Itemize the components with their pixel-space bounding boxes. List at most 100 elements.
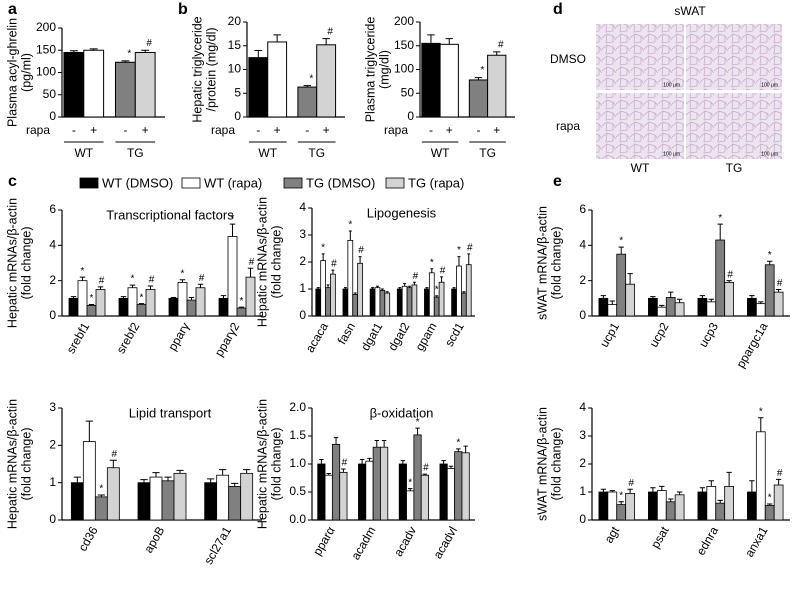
significance-mark: #	[199, 273, 205, 284]
significance-mark: *	[309, 73, 313, 84]
error-bar	[220, 295, 227, 299]
bar	[106, 467, 120, 521]
y-axis-label: Hepatic mRNAs/β-actin	[5, 198, 19, 328]
bar	[240, 472, 254, 521]
y-tick-label: 100	[394, 62, 414, 76]
x-tick-label: acadv	[391, 524, 419, 559]
significance-mark: #	[99, 275, 105, 286]
rapa-sign: +	[90, 123, 97, 137]
y-tick-label: 1	[299, 281, 306, 295]
bar	[218, 297, 229, 317]
bar	[424, 288, 430, 317]
error-bar	[650, 296, 656, 299]
bar	[228, 485, 242, 521]
y-axis-label: (mg/dl)	[377, 50, 391, 89]
bar	[149, 476, 163, 521]
rapa-sign: -	[72, 123, 76, 137]
error-bar	[85, 420, 93, 442]
error-bar	[627, 488, 633, 494]
error-bar	[440, 276, 444, 283]
y-axis-label: Hepatic mRNAs/β-actin	[255, 399, 269, 529]
x-tick-label: fasn	[335, 320, 358, 347]
significance-mark: *	[619, 236, 623, 247]
bar	[136, 304, 147, 317]
error-bar	[79, 276, 86, 281]
error-bar	[457, 256, 461, 267]
bar	[648, 297, 658, 317]
rapa-sign: +	[323, 123, 330, 137]
y-axis-label: Hepatic mRNAs/β-actin	[5, 399, 19, 529]
y-tick-label: 1.5	[289, 428, 306, 442]
bar	[317, 463, 326, 521]
legend-swatch	[79, 177, 99, 189]
y-axis-label: (pg/ml)	[19, 53, 33, 92]
significance-mark: *	[768, 493, 772, 504]
bar	[487, 54, 507, 118]
error-bar	[412, 281, 416, 285]
error-bar	[73, 476, 81, 483]
bar	[374, 287, 381, 317]
error-bar	[403, 283, 407, 287]
significance-mark: #	[777, 278, 783, 289]
bar	[438, 281, 445, 317]
y-tick-label: 0	[299, 308, 306, 322]
bar	[656, 490, 667, 521]
error-bar	[207, 478, 215, 483]
bar	[204, 482, 218, 521]
bar	[446, 468, 456, 521]
bar	[77, 280, 88, 317]
significance-mark: #	[423, 463, 429, 474]
bar	[236, 307, 247, 317]
bar	[227, 236, 238, 317]
error-bar	[422, 473, 428, 476]
significance-mark: *	[321, 243, 325, 254]
chart-subtitle: Lipid transport	[129, 405, 212, 420]
y-tick-label: 4	[299, 200, 306, 214]
bar	[347, 239, 354, 317]
chart-subtitle: β-oxidation	[370, 405, 434, 420]
error-bar	[493, 51, 501, 56]
bar	[755, 431, 766, 521]
micrograph	[686, 24, 782, 90]
x-tick-label: srebf1	[64, 320, 93, 356]
chart-subtitle: Transcriptional factors	[106, 207, 234, 222]
error-bar	[341, 468, 346, 473]
error-bar	[676, 298, 683, 303]
bar	[297, 86, 318, 118]
error-bar	[70, 296, 77, 299]
bar	[656, 306, 667, 317]
bar	[715, 239, 726, 317]
error-bar	[348, 230, 352, 241]
bar	[764, 505, 775, 521]
bar	[267, 41, 288, 118]
error-bar	[767, 260, 773, 265]
error-bar	[97, 286, 104, 290]
bar	[755, 303, 766, 317]
y-axis-label: (fold change)	[269, 428, 283, 501]
group-label: WT	[74, 146, 93, 160]
error-bar	[726, 471, 732, 487]
bar	[63, 51, 85, 118]
error-bar	[359, 459, 365, 464]
scale-label: 100 μm	[663, 82, 680, 88]
x-tick-label: scl27a1	[201, 524, 234, 567]
panel-label: c	[8, 173, 17, 190]
x-tick-label: dgat1	[358, 320, 385, 353]
error-bar	[600, 488, 607, 492]
bar	[216, 474, 230, 521]
y-tick-label: 1.0	[289, 456, 306, 470]
error-bar	[749, 480, 755, 492]
y-tick-label: 4	[49, 238, 56, 252]
significance-mark: *	[456, 438, 460, 449]
x-tick-label: ucp3	[696, 320, 721, 350]
significance-mark: *	[430, 257, 434, 268]
error-bar	[176, 469, 184, 474]
bar	[406, 490, 415, 521]
legend-label: TG (DMSO)	[306, 175, 375, 190]
bar	[461, 292, 467, 317]
x-tick-label: acadvl	[431, 524, 460, 561]
bar	[325, 287, 331, 317]
error-bar	[758, 301, 764, 304]
error-bar	[381, 439, 387, 448]
y-tick-label: 6	[49, 202, 56, 216]
